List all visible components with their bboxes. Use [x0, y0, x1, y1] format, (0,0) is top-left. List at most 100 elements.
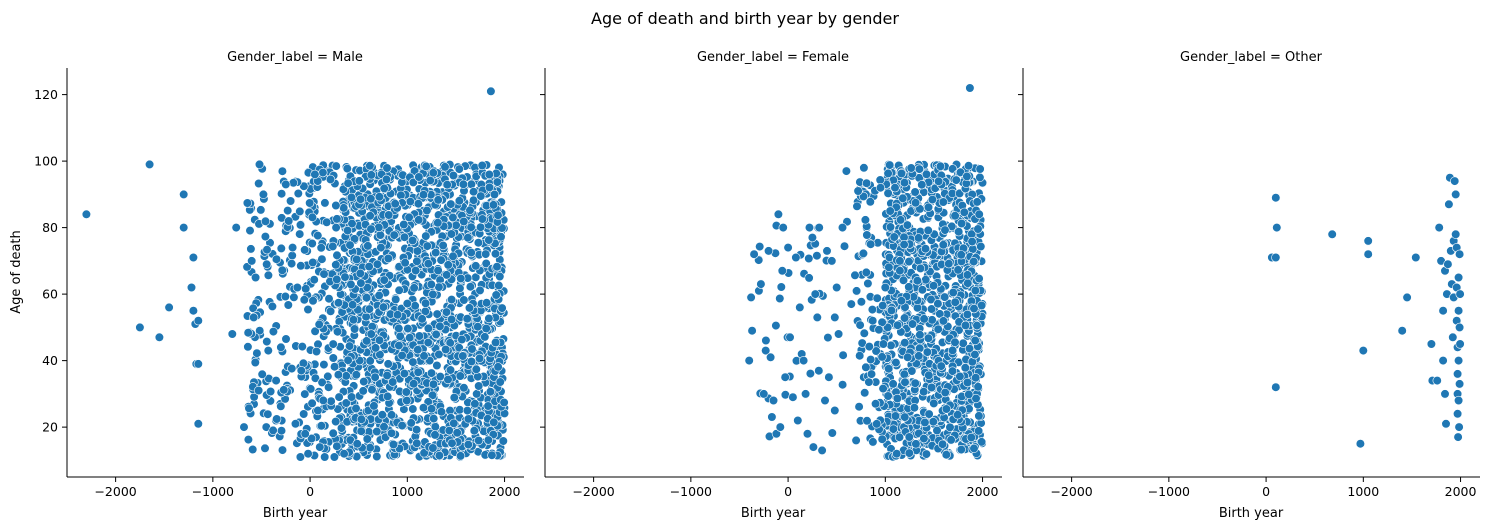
data-point — [1271, 193, 1281, 203]
data-point — [310, 373, 321, 383]
data-point — [800, 389, 811, 399]
data-point — [145, 159, 155, 169]
data-point — [1454, 322, 1465, 333]
data-point — [492, 262, 502, 272]
data-point — [366, 194, 376, 204]
data-point — [877, 352, 887, 362]
data-point — [425, 175, 435, 186]
data-point — [497, 303, 507, 313]
data-point — [289, 292, 299, 302]
data-point — [277, 445, 288, 455]
data-point — [944, 259, 954, 269]
panel-female: Gender_label = Female −2000 −1000 0 1000 200… — [540, 50, 1002, 521]
data-point — [804, 253, 814, 264]
data-point — [883, 391, 893, 401]
data-point — [336, 423, 347, 433]
data-point — [773, 209, 784, 219]
data-point — [438, 240, 448, 251]
data-point — [1455, 339, 1465, 349]
data-point — [858, 248, 869, 258]
data-point — [331, 260, 341, 270]
data-point — [456, 451, 466, 461]
data-point — [429, 414, 439, 424]
data-point — [1363, 236, 1373, 246]
data-point — [474, 435, 484, 446]
data-point — [464, 303, 475, 313]
data-point — [902, 220, 913, 230]
data-point — [473, 238, 484, 248]
data-point — [383, 359, 393, 369]
data-point — [345, 341, 355, 351]
data-point — [1438, 306, 1448, 316]
data-point — [859, 163, 869, 173]
data-point — [414, 331, 425, 341]
data-point — [244, 403, 254, 413]
data-point — [964, 389, 974, 400]
data-point — [408, 357, 418, 367]
data-point — [830, 405, 840, 416]
data-point — [827, 428, 837, 438]
data-point — [462, 406, 473, 416]
data-point — [878, 384, 888, 394]
data-point — [405, 333, 415, 343]
data-point — [436, 407, 447, 417]
data-point — [256, 205, 266, 215]
data-point — [976, 437, 987, 447]
data-point — [807, 233, 818, 243]
data-point — [333, 298, 344, 308]
data-point — [459, 383, 469, 393]
data-point — [287, 259, 297, 269]
data-point — [491, 290, 501, 300]
data-point — [484, 182, 495, 192]
data-point — [899, 369, 909, 379]
data-point — [1452, 409, 1463, 419]
data-point — [305, 198, 315, 208]
data-point — [866, 239, 876, 249]
data-point — [923, 333, 934, 343]
data-point — [277, 189, 287, 199]
data-point — [317, 254, 327, 264]
data-point — [973, 382, 983, 392]
data-point — [937, 439, 948, 449]
data-point — [927, 315, 937, 325]
data-point — [759, 389, 769, 399]
data-point — [823, 333, 833, 343]
data-point — [434, 349, 444, 360]
data-point — [252, 348, 262, 358]
data-point — [154, 332, 164, 342]
data-point — [409, 379, 419, 389]
data-point — [243, 435, 253, 445]
data-point — [878, 301, 888, 311]
data-point — [262, 259, 272, 269]
x-ticks-male: −2000 −1000 0 1000 2000 — [94, 477, 521, 499]
data-point — [1443, 259, 1453, 269]
data-point — [492, 177, 503, 187]
data-point — [343, 178, 353, 188]
data-point — [413, 345, 423, 355]
data-point — [469, 195, 479, 205]
data-point — [391, 294, 401, 305]
data-point — [894, 432, 905, 442]
data-point — [394, 341, 404, 351]
data-point — [1453, 272, 1464, 283]
data-point — [333, 370, 344, 380]
data-point — [447, 314, 457, 325]
data-point — [348, 300, 358, 310]
data-point — [490, 249, 501, 259]
data-point — [179, 189, 189, 199]
data-point — [484, 169, 494, 180]
panel-title-female: Gender_label = Female — [697, 50, 849, 65]
data-point — [1355, 439, 1365, 449]
data-point — [399, 219, 409, 230]
data-point — [895, 215, 906, 225]
data-point — [491, 337, 501, 348]
data-point — [442, 180, 452, 190]
data-point — [963, 278, 973, 288]
data-point — [454, 196, 465, 206]
data-point — [929, 398, 939, 409]
data-point — [496, 232, 506, 242]
data-point — [915, 343, 925, 353]
data-point — [892, 393, 903, 404]
data-point — [1358, 346, 1368, 356]
data-point — [280, 291, 291, 302]
